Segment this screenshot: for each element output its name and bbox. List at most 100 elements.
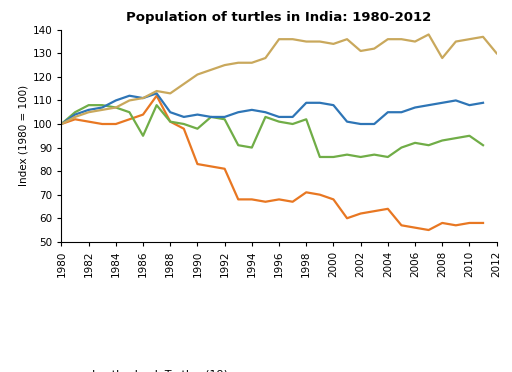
- All species (111): [72, 112, 78, 117]
- All species (111): [167, 110, 173, 115]
- Olive Ridley Turtles (20): [385, 37, 391, 41]
- All species (111): [113, 98, 119, 103]
- Line: Green Turtles (38): Green Turtles (38): [61, 105, 483, 157]
- Leatherback Turtles (19): [330, 197, 336, 202]
- Olive Ridley Turtles (20): [317, 39, 323, 44]
- Olive Ridley Turtles (20): [58, 122, 65, 126]
- Leatherback Turtles (19): [344, 216, 350, 221]
- Green Turtles (38): [357, 155, 364, 159]
- Green Turtles (38): [99, 103, 105, 108]
- Title: Population of turtles in India: 1980-2012: Population of turtles in India: 1980-201…: [126, 12, 432, 25]
- Green Turtles (38): [86, 103, 92, 108]
- All species (111): [480, 100, 486, 105]
- All species (111): [303, 100, 309, 105]
- All species (111): [99, 105, 105, 110]
- Olive Ridley Turtles (20): [453, 39, 459, 44]
- Olive Ridley Turtles (20): [330, 42, 336, 46]
- All species (111): [140, 96, 146, 100]
- All species (111): [357, 122, 364, 126]
- Leatherback Turtles (19): [222, 167, 228, 171]
- All species (111): [154, 91, 160, 96]
- All species (111): [453, 98, 459, 103]
- Leatherback Turtles (19): [262, 199, 268, 204]
- Green Turtles (38): [453, 136, 459, 140]
- All species (111): [412, 105, 418, 110]
- All species (111): [126, 93, 133, 98]
- Green Turtles (38): [466, 134, 473, 138]
- Green Turtles (38): [72, 110, 78, 115]
- All species (111): [276, 115, 282, 119]
- Green Turtles (38): [181, 122, 187, 126]
- Olive Ridley Turtles (20): [249, 61, 255, 65]
- All species (111): [317, 100, 323, 105]
- Olive Ridley Turtles (20): [439, 56, 445, 60]
- Green Turtles (38): [425, 143, 432, 147]
- All species (111): [398, 110, 404, 115]
- Green Turtles (38): [276, 119, 282, 124]
- Olive Ridley Turtles (20): [344, 37, 350, 41]
- Olive Ridley Turtles (20): [181, 82, 187, 86]
- Green Turtles (38): [195, 126, 201, 131]
- Olive Ridley Turtles (20): [398, 37, 404, 41]
- Green Turtles (38): [439, 138, 445, 143]
- Leatherback Turtles (19): [235, 197, 241, 202]
- Leatherback Turtles (19): [167, 119, 173, 124]
- Olive Ridley Turtles (20): [494, 51, 500, 55]
- Olive Ridley Turtles (20): [357, 49, 364, 53]
- All species (111): [330, 103, 336, 108]
- Line: All species (111): All species (111): [61, 93, 483, 124]
- Green Turtles (38): [371, 153, 377, 157]
- Green Turtles (38): [235, 143, 241, 147]
- All species (111): [385, 110, 391, 115]
- Leatherback Turtles (19): [208, 164, 214, 169]
- Olive Ridley Turtles (20): [72, 115, 78, 119]
- Olive Ridley Turtles (20): [425, 32, 432, 37]
- Leatherback Turtles (19): [99, 122, 105, 126]
- Leatherback Turtles (19): [86, 119, 92, 124]
- Leatherback Turtles (19): [276, 197, 282, 202]
- Leatherback Turtles (19): [154, 93, 160, 98]
- Olive Ridley Turtles (20): [303, 39, 309, 44]
- Leatherback Turtles (19): [317, 192, 323, 197]
- Leatherback Turtles (19): [357, 211, 364, 216]
- Green Turtles (38): [167, 119, 173, 124]
- Leatherback Turtles (19): [113, 122, 119, 126]
- All species (111): [58, 122, 65, 126]
- Olive Ridley Turtles (20): [99, 108, 105, 112]
- Green Turtles (38): [126, 110, 133, 115]
- All species (111): [208, 115, 214, 119]
- Green Turtles (38): [58, 122, 65, 126]
- All species (111): [262, 110, 268, 115]
- Leatherback Turtles (19): [195, 162, 201, 166]
- All species (111): [439, 100, 445, 105]
- Green Turtles (38): [290, 122, 296, 126]
- Leatherback Turtles (19): [466, 221, 473, 225]
- Green Turtles (38): [140, 134, 146, 138]
- Leatherback Turtles (19): [249, 197, 255, 202]
- Olive Ridley Turtles (20): [208, 68, 214, 72]
- Leatherback Turtles (19): [425, 228, 432, 232]
- Green Turtles (38): [412, 141, 418, 145]
- Olive Ridley Turtles (20): [86, 110, 92, 115]
- All species (111): [222, 115, 228, 119]
- Leatherback Turtles (19): [412, 225, 418, 230]
- Leatherback Turtles (19): [398, 223, 404, 228]
- Olive Ridley Turtles (20): [480, 35, 486, 39]
- All species (111): [290, 115, 296, 119]
- Green Turtles (38): [208, 115, 214, 119]
- Olive Ridley Turtles (20): [113, 105, 119, 110]
- Olive Ridley Turtles (20): [154, 89, 160, 93]
- Leatherback Turtles (19): [303, 190, 309, 195]
- Green Turtles (38): [222, 117, 228, 122]
- All species (111): [181, 115, 187, 119]
- Leatherback Turtles (19): [453, 223, 459, 228]
- Green Turtles (38): [303, 117, 309, 122]
- Leatherback Turtles (19): [439, 221, 445, 225]
- Leatherback Turtles (19): [58, 122, 65, 126]
- Leatherback Turtles (19): [371, 209, 377, 214]
- Olive Ridley Turtles (20): [222, 63, 228, 67]
- Olive Ridley Turtles (20): [262, 56, 268, 60]
- Green Turtles (38): [113, 105, 119, 110]
- All species (111): [249, 108, 255, 112]
- Green Turtles (38): [385, 155, 391, 159]
